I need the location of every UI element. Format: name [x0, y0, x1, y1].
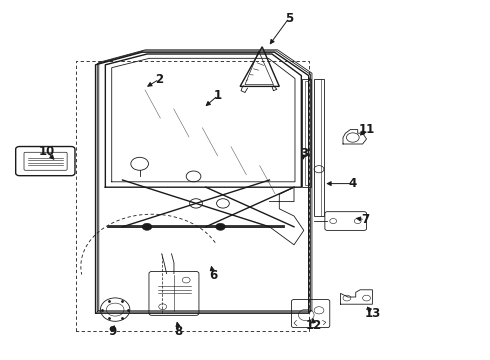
Text: 9: 9: [109, 325, 117, 338]
Bar: [305, 81, 308, 185]
Text: 4: 4: [349, 177, 357, 190]
Text: 8: 8: [175, 325, 183, 338]
Text: 2: 2: [155, 73, 163, 86]
Text: 11: 11: [358, 123, 375, 136]
Text: 10: 10: [38, 145, 55, 158]
Bar: [314, 79, 324, 216]
Text: 6: 6: [209, 269, 217, 282]
Text: 1: 1: [214, 89, 222, 102]
Circle shape: [216, 223, 225, 230]
Text: 13: 13: [364, 307, 381, 320]
Text: 5: 5: [285, 12, 293, 24]
Text: 12: 12: [305, 319, 322, 332]
Text: 7: 7: [361, 213, 369, 226]
Text: 3: 3: [300, 147, 308, 159]
Bar: [302, 79, 311, 187]
Circle shape: [142, 223, 152, 230]
